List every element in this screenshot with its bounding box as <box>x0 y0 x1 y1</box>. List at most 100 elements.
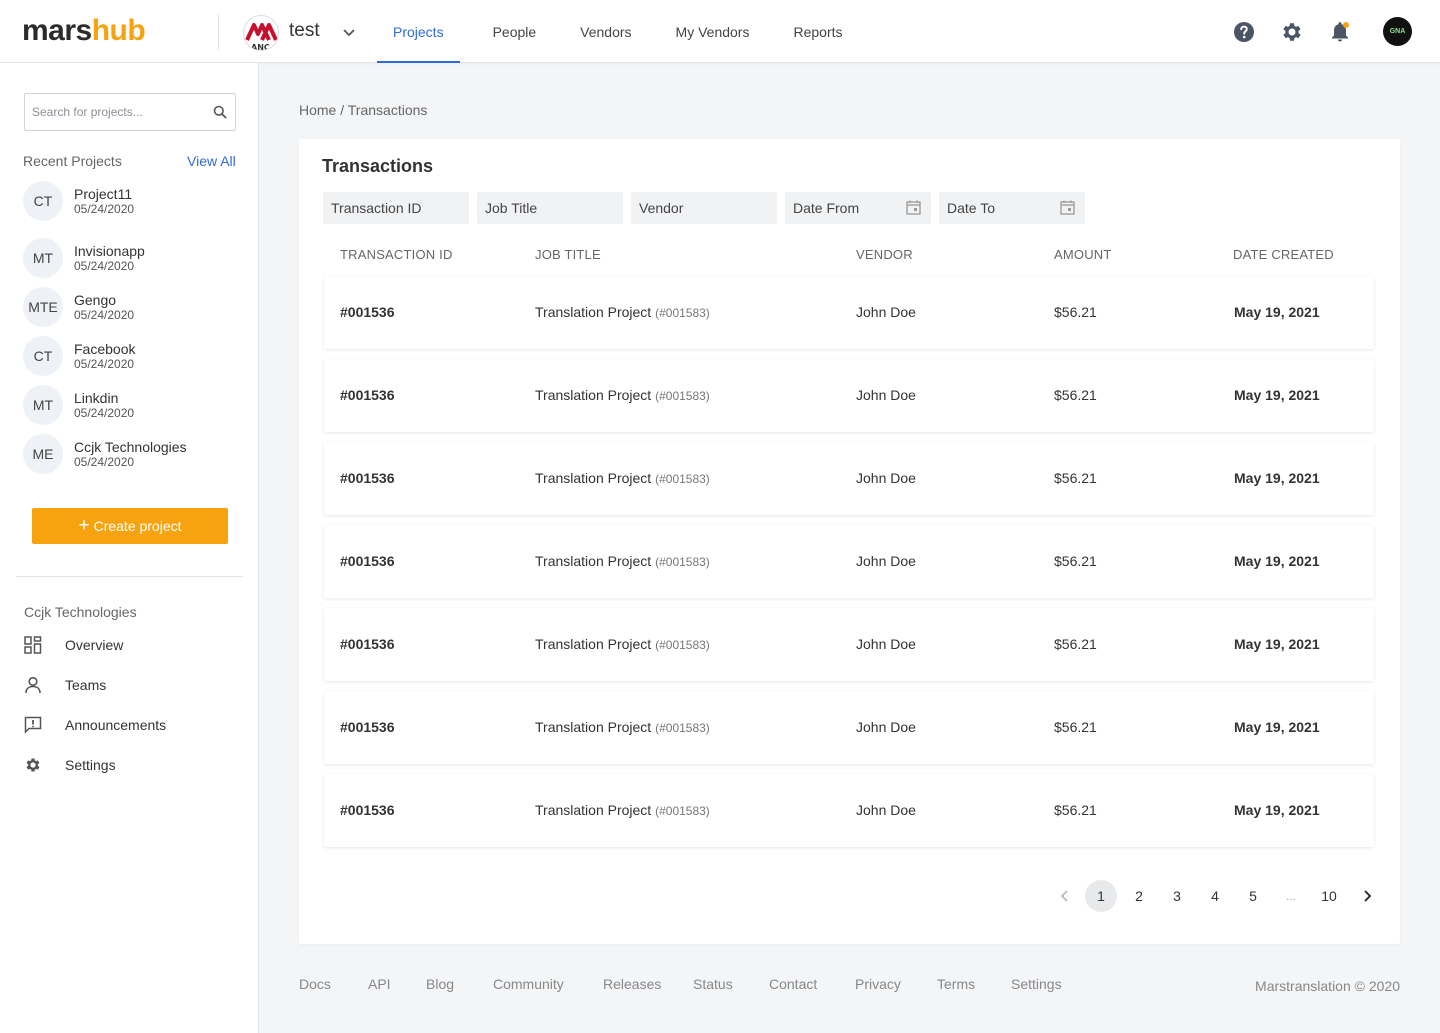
column-header-amount: AMOUNT <box>1054 247 1112 262</box>
project-date: 05/24/2020 <box>74 202 135 216</box>
recent-projects-title: Recent Projects <box>23 153 122 169</box>
project-avatar: CT <box>23 336 63 376</box>
amount: $56.21 <box>1054 802 1097 818</box>
table-row[interactable]: #001536 Translation Project (#001583) Jo… <box>324 774 1374 847</box>
workspace-logo-icon: ANC <box>245 23 278 50</box>
page-5-button[interactable]: 5 <box>1249 888 1257 904</box>
vendor-name: John Doe <box>856 304 916 320</box>
prev-page-button[interactable] <box>1049 880 1081 912</box>
next-page-button[interactable] <box>1351 880 1383 912</box>
project-avatar: MT <box>23 238 63 278</box>
recent-project-item[interactable]: ME Ccjk Technologies 05/24/2020 <box>23 434 187 474</box>
job-title: Translation Project (#001583) <box>535 636 710 652</box>
table-row[interactable]: #001536 Translation Project (#001583) Jo… <box>324 276 1374 349</box>
recent-project-item[interactable]: MT Invisionapp 05/24/2020 <box>23 238 145 278</box>
project-avatar: ME <box>23 434 63 474</box>
chevron-right-icon <box>1364 890 1372 902</box>
table-row[interactable]: #001536 Translation Project (#001583) Jo… <box>324 442 1374 515</box>
transaction-id: #001536 <box>340 304 395 320</box>
workspace-logo[interactable]: ANC <box>243 15 279 51</box>
page-1-button[interactable]: 1 <box>1085 880 1117 912</box>
job-id: (#001583) <box>655 804 710 818</box>
workspace-name[interactable]: test <box>289 20 320 41</box>
page-2-button[interactable]: 2 <box>1135 888 1143 904</box>
nav-people[interactable]: People <box>492 23 537 40</box>
gear-icon[interactable] <box>1280 20 1304 44</box>
project-date: 05/24/2020 <box>74 308 135 322</box>
date-from-filter <box>785 192 931 224</box>
organization-name: Ccjk Technologies <box>24 604 137 620</box>
table-row[interactable]: #001536 Translation Project (#001583) Jo… <box>324 525 1374 598</box>
job-title: Translation Project (#001583) <box>535 470 710 486</box>
recent-project-item[interactable]: CT Facebook 05/24/2020 <box>23 336 135 376</box>
sidebar-item-teams[interactable]: Teams <box>24 676 106 694</box>
sidebar-item-overview[interactable]: Overview <box>24 636 123 654</box>
page-10-button[interactable]: 10 <box>1321 888 1337 904</box>
chevron-down-icon[interactable] <box>341 24 357 40</box>
date-created: May 19, 2021 <box>1234 636 1320 652</box>
page-3-button[interactable]: 3 <box>1173 888 1181 904</box>
date-created: May 19, 2021 <box>1234 802 1320 818</box>
breadcrumb[interactable]: Home / Transactions <box>299 102 428 118</box>
column-header-vendor: VENDOR <box>856 247 913 262</box>
marshub-logo[interactable]: marshub <box>22 14 146 47</box>
table-row[interactable]: #001536 Translation Project (#001583) Jo… <box>324 359 1374 432</box>
nav-reports[interactable]: Reports <box>793 23 843 40</box>
search-input[interactable] <box>32 94 202 130</box>
vendor-name: John Doe <box>856 470 916 486</box>
project-date: 05/24/2020 <box>74 455 135 469</box>
date-to-filter <box>939 192 1085 224</box>
vendor-input[interactable] <box>631 192 777 224</box>
table-row[interactable]: #001536 Translation Project (#001583) Jo… <box>324 691 1374 764</box>
transaction-id: #001536 <box>340 802 395 818</box>
footer-link-blog[interactable]: Blog <box>426 976 455 992</box>
recent-project-item[interactable]: MT Linkdin 05/24/2020 <box>23 385 134 425</box>
job-id: (#001583) <box>655 555 710 569</box>
sidebar-item-settings[interactable]: Settings <box>24 756 116 774</box>
project-search <box>24 93 236 131</box>
search-icon[interactable] <box>213 105 227 119</box>
vendor-filter <box>631 192 777 224</box>
footer-link-terms[interactable]: Terms <box>937 976 976 992</box>
bell-icon[interactable] <box>1328 20 1352 44</box>
footer-link-contact[interactable]: Contact <box>769 976 818 992</box>
job-title: Translation Project (#001583) <box>535 802 710 818</box>
amount: $56.21 <box>1054 470 1097 486</box>
footer-link-api[interactable]: API <box>368 976 391 992</box>
footer-link-settings[interactable]: Settings <box>1011 976 1062 992</box>
help-icon[interactable] <box>1232 20 1256 44</box>
view-all-link[interactable]: View All <box>187 153 236 169</box>
top-navbar: marshub ANC test Projects People Vendors… <box>0 0 1440 63</box>
page-4-button[interactable]: 4 <box>1211 888 1219 904</box>
calendar-icon[interactable] <box>1060 200 1075 215</box>
transactions-card: Transactions TRANSACTION ID JOB TITLE VE… <box>299 139 1400 944</box>
footer: Docs API Blog Community Releases Status … <box>299 976 1400 996</box>
nav-my-vendors[interactable]: My Vendors <box>675 23 750 40</box>
divider <box>218 14 219 50</box>
main-nav: Projects People Vendors My Vendors Repor… <box>377 0 859 63</box>
footer-link-privacy[interactable]: Privacy <box>855 976 901 992</box>
transaction-id-filter <box>323 192 469 224</box>
job-id: (#001583) <box>655 389 710 403</box>
recent-project-item[interactable]: CT Project11 05/24/2020 <box>23 181 134 221</box>
recent-project-item[interactable]: MTE Gengo 05/24/2020 <box>23 287 134 327</box>
transaction-id: #001536 <box>340 553 395 569</box>
chevron-left-icon <box>1060 890 1068 902</box>
create-project-button[interactable]: + Create project <box>32 508 228 544</box>
job-title: Translation Project (#001583) <box>535 553 710 569</box>
user-avatar[interactable]: GNA <box>1383 17 1412 46</box>
footer-link-community[interactable]: Community <box>493 976 564 992</box>
table-row[interactable]: #001536 Translation Project (#001583) Jo… <box>324 608 1374 681</box>
nav-projects[interactable]: Projects <box>377 0 460 63</box>
nav-vendors[interactable]: Vendors <box>580 23 632 40</box>
sidebar-item-announcements[interactable]: Announcements <box>24 716 166 734</box>
footer-link-docs[interactable]: Docs <box>299 976 331 992</box>
project-date: 05/24/2020 <box>74 406 135 420</box>
date-created: May 19, 2021 <box>1234 470 1320 486</box>
footer-link-releases[interactable]: Releases <box>603 976 662 992</box>
transaction-id-input[interactable] <box>323 192 469 224</box>
copyright: Marstranslation © 2020 <box>1255 978 1400 994</box>
footer-link-status[interactable]: Status <box>693 976 733 992</box>
job-title-input[interactable] <box>477 192 623 224</box>
calendar-icon[interactable] <box>906 200 921 215</box>
